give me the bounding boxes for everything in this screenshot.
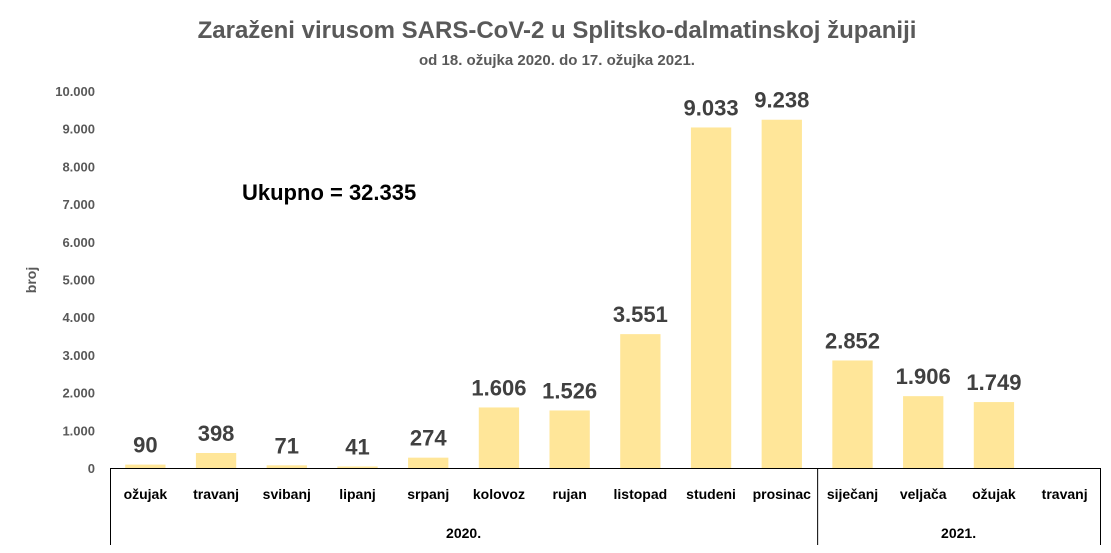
y-tick-label: 7.000 (62, 197, 95, 212)
bar (620, 334, 661, 468)
year-group-label: 2021. (941, 525, 976, 541)
bar (337, 466, 378, 468)
x-tick-label: ožujak (972, 486, 1016, 502)
y-tick-label: 10.000 (55, 84, 95, 99)
y-tick-label: 3.000 (62, 348, 95, 363)
data-label: 71 (275, 433, 299, 458)
y-tick-label: 1.000 (62, 423, 95, 438)
y-tick-label: 8.000 (62, 159, 95, 174)
y-axis-label: broj (23, 267, 39, 293)
data-label: 1.526 (542, 378, 597, 403)
y-tick-label: 9.000 (62, 122, 95, 137)
bar (266, 465, 307, 468)
x-tick-label: listopad (614, 486, 668, 502)
data-label: 1.606 (471, 375, 526, 400)
bar (125, 464, 166, 468)
x-tick-label: veljača (900, 486, 947, 502)
data-label: 3.551 (613, 302, 668, 327)
bar (690, 127, 732, 468)
bar (549, 410, 590, 468)
data-label: 9.238 (754, 88, 809, 113)
x-tick-label: lipanj (339, 486, 376, 502)
x-tick-label: svibanj (263, 486, 311, 502)
x-tick-label: srpanj (407, 486, 449, 502)
bar (903, 396, 944, 468)
bar (761, 119, 802, 468)
data-label: 2.852 (825, 328, 880, 353)
data-label: 398 (198, 421, 235, 446)
x-tick-label: rujan (553, 486, 587, 502)
bar (195, 452, 237, 468)
x-tick-label: studeni (686, 486, 736, 502)
x-tick-label: siječanj (827, 486, 878, 502)
y-tick-label: 2.000 (62, 386, 95, 401)
total-annotation: Ukupno = 32.335 (242, 180, 416, 205)
year-group-label: 2020. (446, 525, 481, 541)
bar (408, 457, 449, 468)
data-label: 41 (345, 434, 369, 459)
x-tick-label: travanj (193, 486, 239, 502)
bar (832, 360, 873, 468)
data-label: 1.749 (966, 370, 1021, 395)
y-tick-label: 6.000 (62, 235, 95, 250)
x-tick-label: travanj (1042, 486, 1088, 502)
data-label: 9.033 (684, 95, 739, 120)
y-tick-label: 5.000 (62, 273, 95, 288)
y-tick-label: 0 (88, 461, 95, 476)
bar (973, 402, 1015, 468)
chart-subtitle: od 18. ožujka 2020. do 17. ožujka 2021. (419, 52, 695, 69)
y-tick-label: 4.000 (62, 310, 95, 325)
data-label: 274 (410, 426, 447, 451)
x-tick-label: ožujak (124, 486, 168, 502)
data-label: 1.906 (896, 364, 951, 389)
x-tick-label: kolovoz (473, 486, 525, 502)
bar (478, 407, 520, 468)
data-label: 90 (133, 433, 157, 458)
chart-title: Zaraženi virusom SARS-CoV-2 u Splitsko-d… (198, 17, 917, 44)
x-tick-label: prosinac (753, 486, 812, 502)
